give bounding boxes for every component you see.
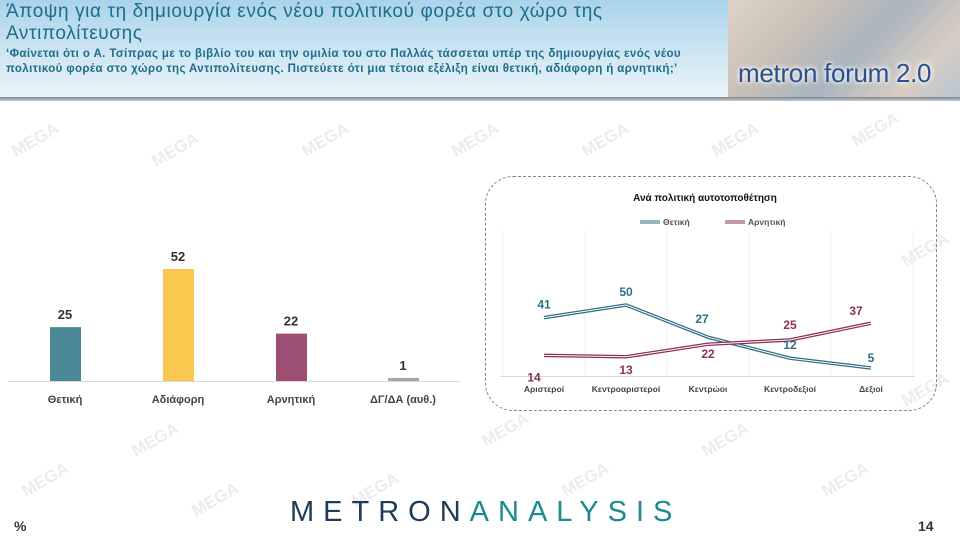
data-label: 5 [868,351,875,365]
category-label: Κεντροαριστεροί [592,384,661,394]
bar [50,327,81,381]
watermark-text: MEGA [18,458,73,501]
data-label: 12 [783,338,797,352]
data-label: 41 [537,298,551,312]
bar-value-label: 1 [399,358,406,373]
watermark-text: MEGA [698,418,753,461]
category-label: Δεξιοί [859,384,883,394]
category-label: Κεντροδεξιοί [764,384,817,394]
bar-value-label: 52 [171,249,185,264]
category-label: Αρνητική [267,394,316,406]
header-divider [0,97,960,101]
category-label: Θετική [48,394,83,406]
line-chart-frame [485,176,937,411]
bar [163,269,194,381]
bar [388,378,419,381]
legend-label: Θετική [663,217,690,227]
logo-text: metron forum 2.0 [738,58,932,88]
legend-label: Αρνητική [748,217,785,227]
data-label: 22 [701,347,715,361]
watermark-text: MEGA [558,458,613,501]
watermark-text: MEGA [298,118,353,161]
watermark-text: MEGA [818,458,873,501]
brand-metron: METRON [290,496,470,528]
bar-value-label: 22 [284,314,298,329]
unit-label: % [14,518,27,534]
series-line-inner [543,322,872,358]
watermark-text: MEGA [188,478,243,521]
brand-analysis: ANALYSIS [469,496,682,528]
data-label: 14 [527,370,541,384]
bar-chart: 25 Θετική 52 Αδιάφορη 22 Αρνητική 1 ΔΓ/ΔΑ (αυθ.… [8,249,460,406]
header-banner: Άποψη για τη δημιουργία ενός νέου πολιτι… [0,0,728,97]
watermark-text: MEGA [848,108,903,151]
page-number: 14 [918,518,934,534]
data-label: 25 [783,318,797,332]
bar [276,333,307,381]
watermark-text: MEGA [448,118,503,161]
data-label: 37 [849,304,863,318]
chart-title: Ανά πολιτική αυτοτοποθέτηση [633,193,777,204]
watermark-text: MEGA [478,408,533,451]
data-label: 50 [619,285,633,299]
metron-analysis-logo: METRONANALYSIS [290,496,681,529]
watermark-text: MEGA [128,418,183,461]
data-label: 27 [695,312,709,326]
data-label: 13 [619,363,633,377]
category-label: Αδιάφορη [152,394,205,406]
watermark-text: MEGA [8,118,63,161]
series-line-inner [543,304,872,369]
watermark-text: MEGA [148,128,203,171]
line-chart: Ανά πολιτική αυτοτοποθέτηση Θετική Αρνητικ… [500,193,915,394]
category-label: Κεντρώοι [689,384,728,394]
category-label: ΔΓ/ΔΑ (αυθ.) [370,394,436,406]
watermark-text: MEGA [578,118,633,161]
category-label: Αριστεροί [524,384,565,394]
page-title: Άποψη για τη δημιουργία ενός νέου πολιτι… [6,1,603,44]
question-text: ‘Φαίνεται ότι ο Α. Τσίπρας με το βιβλίο … [6,48,681,75]
metron-forum-logo: metron forum 2.0 [728,0,960,97]
bar-value-label: 25 [58,307,72,322]
watermark-text: MEGA [708,118,763,161]
